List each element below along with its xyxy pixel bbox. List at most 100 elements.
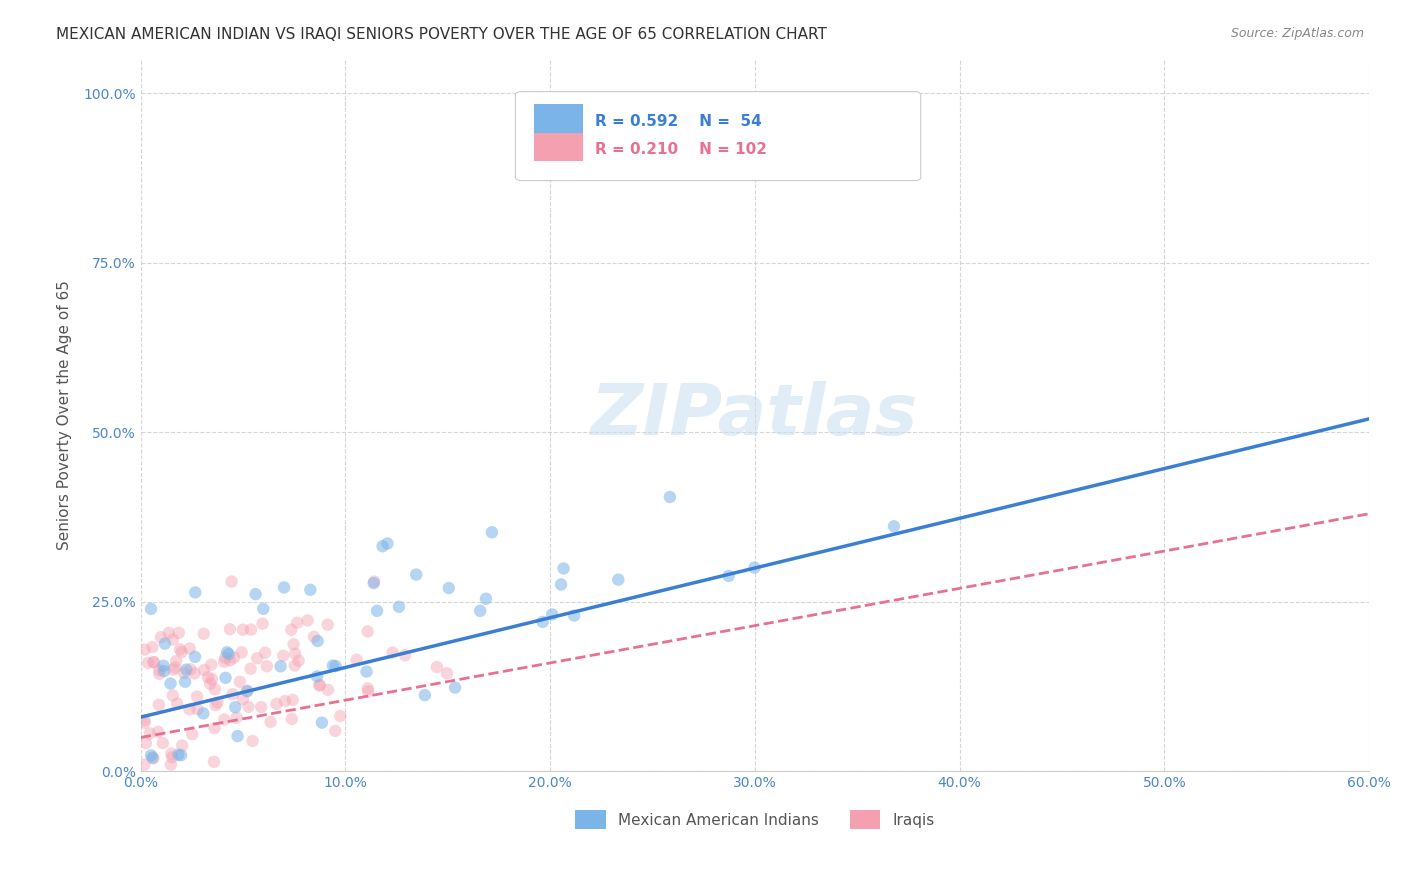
Iraqis: [170, 645, 193, 659]
Mexican American Indians: [413, 688, 436, 702]
Mexican American Indians: [273, 581, 295, 595]
Iraqis: [394, 648, 416, 663]
Iraqis: [149, 630, 172, 644]
Mexican American Indians: [252, 602, 274, 616]
Iraqis: [139, 726, 162, 740]
Iraqis: [308, 679, 330, 693]
Iraqis: [186, 702, 208, 716]
Mexican American Indians: [139, 748, 162, 763]
Iraqis: [357, 681, 380, 696]
Iraqis: [152, 736, 174, 750]
Iraqis: [160, 750, 183, 764]
Iraqis: [212, 713, 235, 727]
Mexican American Indians: [744, 560, 766, 574]
Text: Source: ZipAtlas.com: Source: ZipAtlas.com: [1230, 27, 1364, 40]
Mexican American Indians: [226, 729, 249, 743]
Mexican American Indians: [325, 659, 347, 673]
Text: R = 0.592    N =  54: R = 0.592 N = 54: [595, 114, 762, 129]
Iraqis: [193, 626, 215, 640]
Iraqis: [254, 646, 277, 660]
Mexican American Indians: [142, 750, 165, 764]
Iraqis: [236, 683, 259, 698]
Iraqis: [271, 648, 294, 663]
Text: ZIPatlas: ZIPatlas: [592, 381, 918, 450]
Iraqis: [183, 666, 205, 681]
Iraqis: [221, 574, 243, 589]
Mexican American Indians: [167, 747, 190, 762]
Mexican American Indians: [437, 581, 460, 595]
Iraqis: [346, 653, 368, 667]
Iraqis: [163, 660, 186, 674]
Iraqis: [218, 622, 240, 636]
Iraqis: [222, 650, 245, 665]
Iraqis: [316, 617, 339, 632]
Iraqis: [363, 574, 385, 589]
Mexican American Indians: [193, 706, 215, 721]
Iraqis: [162, 689, 184, 703]
Iraqis: [134, 757, 156, 772]
Iraqis: [381, 646, 404, 660]
Mexican American Indians: [270, 659, 292, 673]
Iraqis: [266, 697, 288, 711]
Mexican American Indians: [152, 658, 174, 673]
Iraqis: [173, 665, 195, 680]
Iraqis: [136, 656, 159, 670]
Text: MEXICAN AMERICAN INDIAN VS IRAQI SENIORS POVERTY OVER THE AGE OF 65 CORRELATION : MEXICAN AMERICAN INDIAN VS IRAQI SENIORS…: [56, 27, 827, 42]
Iraqis: [297, 614, 319, 628]
Iraqis: [148, 698, 170, 712]
Iraqis: [204, 721, 226, 735]
Iraqis: [186, 690, 208, 704]
Iraqis: [200, 657, 222, 672]
Mexican American Indians: [377, 536, 399, 550]
Mexican American Indians: [170, 748, 193, 763]
Iraqis: [225, 711, 247, 725]
Iraqis: [197, 670, 219, 684]
Mexican American Indians: [541, 607, 564, 622]
Mexican American Indians: [470, 604, 492, 618]
Iraqis: [134, 642, 156, 657]
Iraqis: [284, 647, 307, 661]
Iraqis: [323, 723, 346, 738]
Mexican American Indians: [658, 490, 681, 504]
Iraqis: [274, 694, 297, 708]
Iraqis: [204, 698, 226, 713]
Iraqis: [143, 655, 166, 669]
Mexican American Indians: [366, 604, 388, 618]
Mexican American Indians: [174, 663, 197, 677]
Mexican American Indians: [883, 519, 905, 533]
Iraqis: [148, 663, 170, 677]
Iraqis: [221, 687, 243, 701]
Y-axis label: Seniors Poverty Over the Age of 65: Seniors Poverty Over the Age of 65: [58, 281, 72, 550]
Iraqis: [148, 667, 170, 681]
Iraqis: [142, 656, 165, 670]
Iraqis: [426, 660, 449, 674]
Iraqis: [160, 747, 183, 761]
Iraqis: [219, 653, 242, 667]
Mexican American Indians: [607, 573, 630, 587]
Iraqis: [280, 623, 302, 637]
Mexican American Indians: [174, 674, 197, 689]
Iraqis: [169, 642, 191, 657]
Mexican American Indians: [444, 681, 467, 695]
Iraqis: [316, 682, 339, 697]
Mexican American Indians: [215, 645, 238, 659]
FancyBboxPatch shape: [534, 104, 583, 133]
Iraqis: [308, 678, 330, 692]
Iraqis: [179, 702, 201, 716]
Mexican American Indians: [307, 669, 329, 683]
Iraqis: [172, 739, 194, 753]
Iraqis: [148, 725, 170, 739]
Iraqis: [239, 662, 262, 676]
Iraqis: [166, 697, 188, 711]
Iraqis: [193, 663, 215, 677]
Iraqis: [142, 751, 165, 765]
Iraqis: [160, 757, 183, 772]
Iraqis: [284, 658, 307, 673]
Iraqis: [162, 663, 184, 677]
Iraqis: [167, 625, 190, 640]
Iraqis: [281, 693, 304, 707]
Mexican American Indians: [550, 577, 572, 591]
Iraqis: [285, 615, 308, 630]
Iraqis: [134, 715, 156, 730]
Iraqis: [240, 623, 263, 637]
